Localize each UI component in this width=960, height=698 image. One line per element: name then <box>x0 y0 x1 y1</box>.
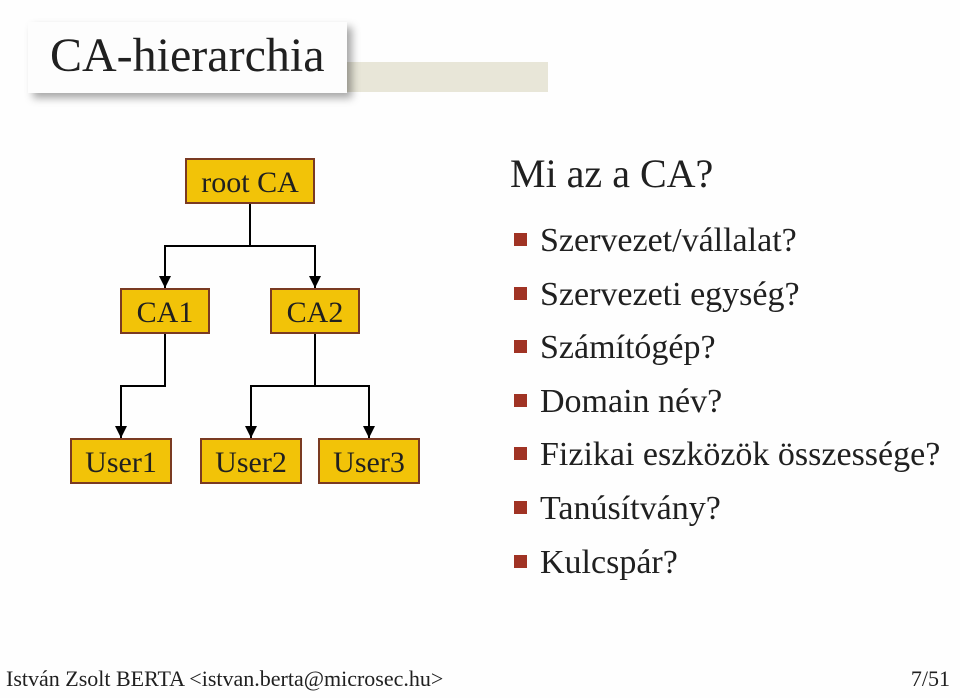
title-box: CA-hierarchia <box>28 22 347 93</box>
bullet-item: Domain név? <box>510 378 950 426</box>
slide-title-block: CA-hierarchia <box>28 22 347 93</box>
bullet-list: Szervezet/vállalat? Szervezeti egység? Szá… <box>510 217 950 586</box>
edge-ca1-user1 <box>121 334 165 438</box>
node-ca1: CA1 <box>120 288 210 334</box>
bullet-item: Fizikai eszközök összessége? <box>510 431 950 479</box>
node-user2: User2 <box>200 438 302 484</box>
bullet-item: Tanúsítvány? <box>510 485 950 533</box>
diagram-edges <box>40 150 460 580</box>
edge-root-ca1 <box>165 204 250 288</box>
bullet-item: Számítógép? <box>510 324 950 372</box>
node-user3: User3 <box>318 438 420 484</box>
bullet-item: Szervezet/vállalat? <box>510 217 950 265</box>
node-root: root CA <box>185 158 315 204</box>
node-ca2: CA2 <box>270 288 360 334</box>
footer-author: István Zsolt BERTA <istvan.berta@microse… <box>6 666 443 692</box>
content-column: Mi az a CA? Szervezet/vállalat?Szervezet… <box>510 150 950 592</box>
edge-ca2-user3 <box>315 334 369 438</box>
node-user1: User1 <box>70 438 172 484</box>
footer-page-number: 7/51 <box>911 666 950 692</box>
edge-root-ca2 <box>250 204 315 288</box>
edge-ca2-user2 <box>251 334 315 438</box>
ca-hierarchy-diagram: root CA CA1 CA2 User1 User2 User3 <box>40 150 460 580</box>
bullet-item: Szervezeti egység? <box>510 271 950 319</box>
bullet-item: Kulcspár? <box>510 539 950 587</box>
question-heading: Mi az a CA? <box>510 150 950 197</box>
slide-title: CA-hierarchia <box>50 29 325 82</box>
